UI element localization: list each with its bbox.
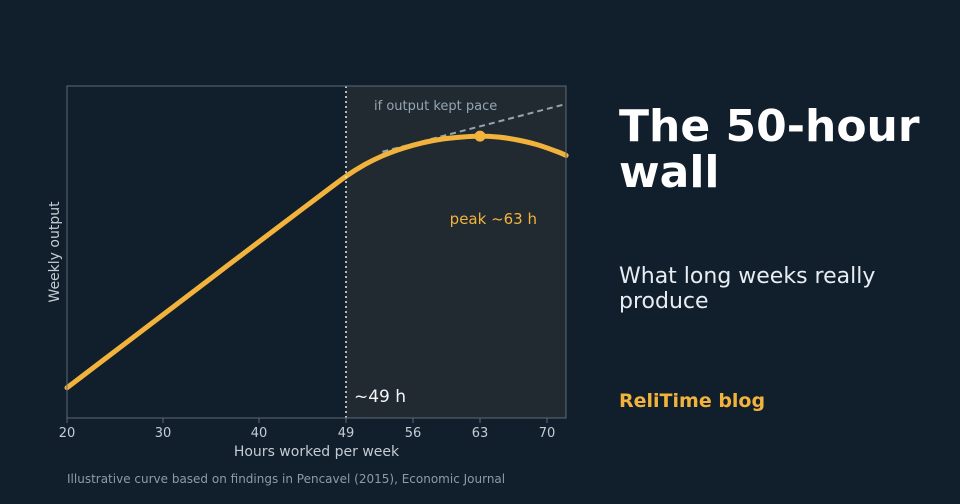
x-axis-label: Hours worked per week <box>234 444 400 460</box>
x-tick-label: 49 <box>338 426 355 441</box>
x-tick-label: 63 <box>472 426 489 441</box>
x-tick-label: 20 <box>59 426 76 441</box>
source-credit: Illustrative curve based on findings in … <box>67 472 506 486</box>
peak-label: peak ~63 h <box>450 210 537 228</box>
subheadline: What long weeks really produce <box>619 264 876 314</box>
x-tick-label: 30 <box>155 426 172 441</box>
x-tick-label: 70 <box>539 426 556 441</box>
threshold-label: ~49 h <box>354 387 406 407</box>
kept-pace-label: if output kept pace <box>374 99 497 114</box>
x-axis-ticks: 20 30 40 49 56 63 70 <box>59 418 556 441</box>
x-tick-label: 40 <box>251 426 268 441</box>
x-tick-label: 56 <box>405 426 422 441</box>
peak-marker <box>474 130 486 142</box>
output-curve <box>64 133 569 391</box>
brand-name: ReliTime blog <box>619 390 766 412</box>
y-axis-label: Weekly output <box>47 201 63 303</box>
output-chart: 20 30 40 49 56 63 70 if output kept pace peak … <box>47 85 569 460</box>
plot-frame <box>66 85 567 419</box>
headline: The 50-hour wall <box>619 101 920 198</box>
